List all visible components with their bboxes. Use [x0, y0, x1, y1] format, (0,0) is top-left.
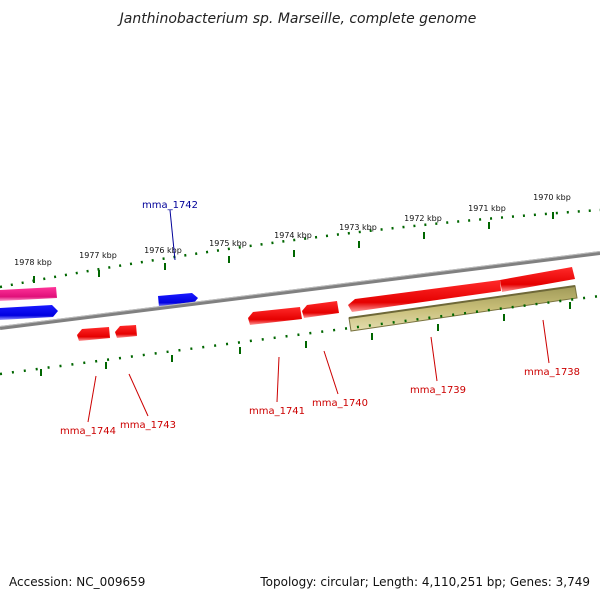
scale-label-1971: 1971 kbp [468, 204, 506, 213]
map-title: Janthinobacterium sp. Marseille, complet… [117, 11, 477, 27]
scale-label-1970: 1970 kbp [533, 193, 571, 202]
gene-label-mma-1740[interactable]: mma_1740 [312, 398, 368, 409]
gene-label-mma-1744[interactable]: mma_1744 [60, 426, 116, 437]
leader-mma-1744 [87, 375, 97, 423]
leader-mma-1738 [542, 319, 550, 364]
scale-labels: 1978 kbp 1977 kbp 1976 kbp 1975 kbp 1974… [14, 193, 571, 267]
accession-text: Accession: NC_009659 [9, 575, 145, 589]
scale-label-1977: 1977 kbp [79, 251, 117, 260]
leader-mma-1741 [276, 356, 280, 403]
rna-feature-left[interactable] [0, 287, 57, 301]
label-leaders [87, 209, 550, 423]
gene-label-mma-1743[interactable]: mma_1743 [120, 420, 176, 431]
gene-label-mma-1738[interactable]: mma_1738 [524, 367, 580, 378]
leader-mma-1743 [128, 373, 149, 417]
outer-scale-ring [0, 208, 600, 289]
forward-gene-left[interactable] [0, 305, 58, 320]
scale-label-1973: 1973 kbp [339, 223, 377, 232]
gene-label-mma-1742[interactable]: mma_1742 [142, 200, 198, 211]
leader-mma-1742 [169, 209, 176, 261]
inner-scale-ring [0, 294, 600, 376]
reverse-gene-mma-1740[interactable] [302, 301, 339, 318]
genome-summary-text: Topology: circular; Length: 4,110,251 bp… [259, 575, 590, 589]
reverse-gene-mma-1741[interactable] [248, 307, 302, 325]
leader-mma-1739 [430, 336, 438, 382]
genome-backbone [0, 251, 600, 330]
scale-label-1974: 1974 kbp [274, 231, 312, 240]
gene-label-mma-1741[interactable]: mma_1741 [249, 406, 305, 417]
reverse-gene-mma-1744[interactable] [77, 327, 110, 341]
scale-label-1978: 1978 kbp [14, 258, 52, 267]
gene-label-mma-1739[interactable]: mma_1739 [410, 385, 466, 396]
scale-label-1972: 1972 kbp [404, 214, 442, 223]
inner-scale-major-ticks [40, 302, 571, 376]
outer-scale-major-ticks [33, 212, 554, 283]
reverse-strand-features [77, 285, 578, 341]
forward-gene-mma-1738[interactable] [500, 267, 575, 292]
reverse-gene-mma-1743[interactable] [115, 325, 137, 338]
scale-label-1975: 1975 kbp [209, 239, 247, 248]
scale-label-1976: 1976 kbp [144, 246, 182, 255]
gene-labels: mma_1742 mma_1744 mma_1743 mma_1741 mma_… [60, 200, 580, 437]
forward-gene-mma-1739[interactable] [348, 280, 501, 312]
leader-mma-1740 [323, 350, 339, 395]
